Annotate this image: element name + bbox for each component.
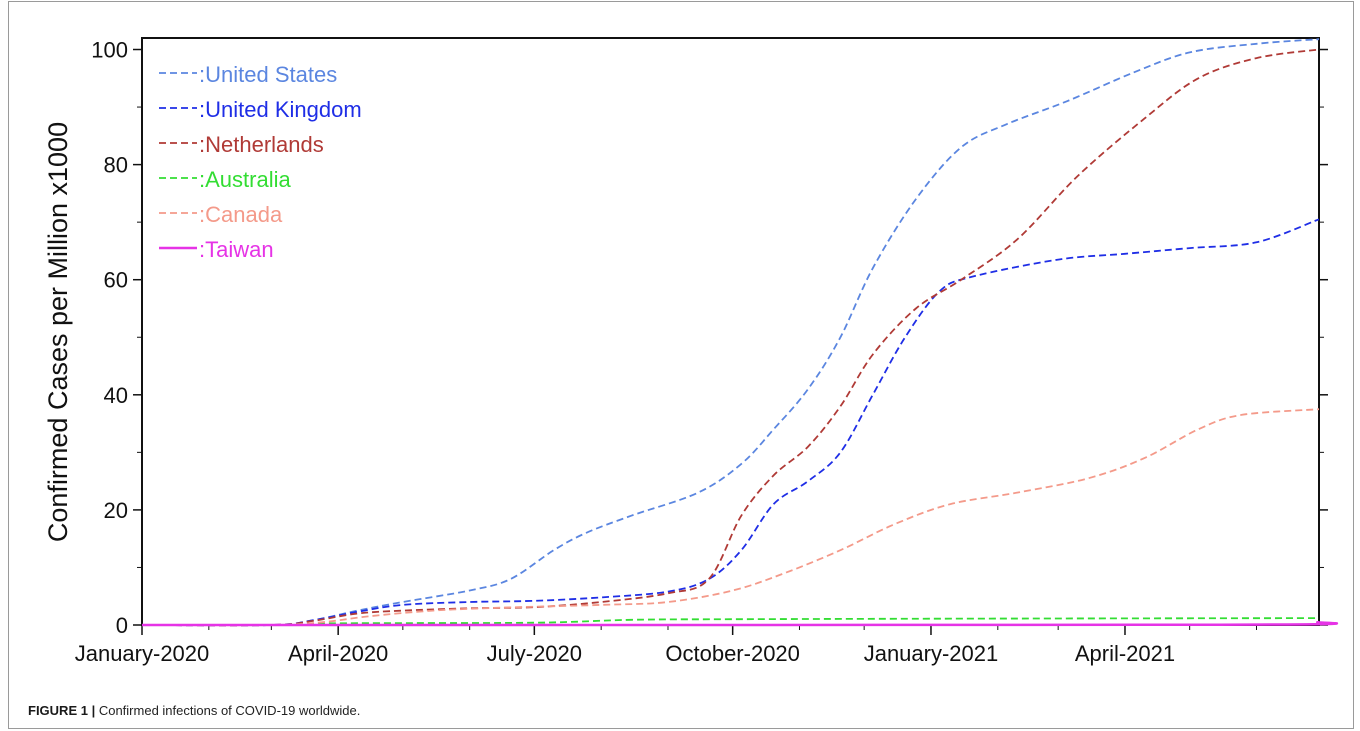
- y-tick-label: 40: [104, 383, 128, 408]
- y-tick-label: 0: [116, 613, 128, 638]
- legend-label-united-kingdom: :United Kingdom: [199, 97, 362, 122]
- line-chart: 0 20 40 60 80 100 January-2020 April-2020 July-2…: [43, 37, 1339, 666]
- series-line-taiwan: [141, 620, 1339, 627]
- legend-label-netherlands: :Netherlands: [199, 132, 324, 157]
- series-line-united-states: [141, 38, 1320, 627]
- figure-frame: 0 20 40 60 80 100 January-2020 April-2020 July-2…: [8, 1, 1354, 729]
- y-tick-label: 80: [104, 153, 128, 178]
- x-tick-label: April-2020: [288, 641, 388, 666]
- x-tick-label: January-2020: [75, 641, 210, 666]
- caption-text: Confirmed infections of COVID-19 worldwi…: [98, 703, 361, 718]
- x-tick-label: April-2021: [1075, 641, 1175, 666]
- caption-label: FIGURE 1 |: [28, 703, 96, 718]
- series-line-canada: [141, 408, 1320, 627]
- legend: :United States :United Kingdom :Netherland…: [159, 62, 362, 262]
- series-lines: [141, 38, 1339, 627]
- axes: 0 20 40 60 80 100 January-2020 April-2020 July-2…: [75, 38, 1328, 666]
- x-tick-label: July-2020: [487, 641, 582, 666]
- figure-caption: FIGURE 1 | Confirmed infections of COVID…: [28, 703, 360, 718]
- y-tick-label: 100: [91, 38, 128, 63]
- y-tick-label: 20: [104, 498, 128, 523]
- legend-label-united-states: :United States: [199, 62, 337, 87]
- series-line-united-kingdom: [141, 218, 1320, 627]
- x-tick-label: October-2020: [665, 641, 800, 666]
- x-tick-label: January-2021: [864, 641, 999, 666]
- legend-label-taiwan: :Taiwan: [199, 237, 274, 262]
- legend-label-canada: :Canada: [199, 202, 283, 227]
- y-tick-label: 60: [104, 268, 128, 293]
- plot-area: [141, 37, 1320, 626]
- legend-label-australia: :Australia: [199, 167, 291, 192]
- y-axis-title: Confirmed Cases per Million x1000: [43, 122, 73, 542]
